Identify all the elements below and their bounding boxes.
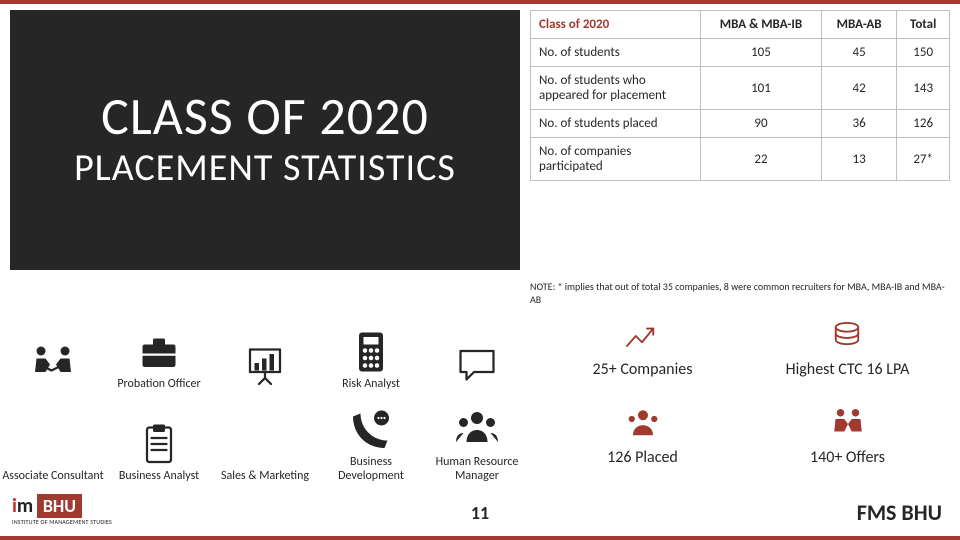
role-item: Human Resource Manager: [424, 406, 530, 484]
handshake-icon: [828, 404, 868, 444]
role-label: Human Resource Manager: [424, 456, 530, 484]
cell: 143: [897, 67, 950, 110]
metric-item: Highest CTC 16 LPA: [786, 316, 910, 379]
metric-item: 126 Placed: [607, 404, 678, 467]
col-header: MBA & MBA-IB: [701, 11, 822, 39]
speech-bubble-icon: [453, 342, 501, 390]
coins-icon: [827, 316, 867, 356]
cell: 126: [897, 110, 950, 138]
table-row: No. of students placed 90 36 126: [531, 110, 950, 138]
cell: 101: [701, 67, 822, 110]
role-item: Business Development: [318, 406, 424, 484]
metric-label: Highest CTC 16 LPA: [786, 360, 910, 379]
table-header-row: Class of 2020 MBA & MBA-IB MBA-AB Total: [531, 11, 950, 39]
metric-item: 140+ Offers: [810, 404, 885, 467]
col-header: Class of 2020: [531, 11, 701, 39]
brand-left: iimm BHU INSTITUTE OF MANAGEMENT STUDIES: [12, 494, 112, 526]
role-label: Business Analyst: [119, 470, 199, 484]
role-item: Associate Consultant: [2, 470, 103, 484]
role-label: Probation Officer: [117, 378, 200, 392]
col-header: Total: [897, 11, 950, 39]
row-label: No. of students who appeared for placeme…: [531, 67, 701, 110]
cell: 27*: [897, 138, 950, 181]
clipboard-icon: [135, 420, 183, 468]
row-label: No. of students placed: [531, 110, 701, 138]
cell: 42: [821, 67, 896, 110]
cell: 22: [701, 138, 822, 181]
slide: CLASS OF 2020 PLACEMENT STATISTICS Class…: [0, 0, 960, 540]
presentation-chart-icon: [241, 342, 289, 390]
table-row: No. of students who appeared for placeme…: [531, 67, 950, 110]
role-item: [241, 342, 289, 392]
cell: 90: [701, 110, 822, 138]
role-label: Business Development: [318, 456, 424, 484]
row-label: No. of companies participated: [531, 138, 701, 181]
role-label: Risk Analyst: [342, 378, 400, 392]
table-row: No. of students 105 45 150: [531, 39, 950, 67]
trend-up-icon: [622, 316, 662, 356]
roles-grid: Probation Officer Risk Analyst: [0, 299, 530, 484]
calculator-icon: [347, 328, 395, 376]
handshake-icon: [29, 342, 77, 390]
brand-sub: INSTITUTE OF MANAGEMENT STUDIES: [12, 518, 112, 526]
metric-item: 25+ Companies: [593, 316, 693, 379]
people-group-icon: [453, 406, 501, 454]
table-row: No. of companies participated 22 13 27*: [531, 138, 950, 181]
title-block: CLASS OF 2020 PLACEMENT STATISTICS: [10, 10, 520, 270]
metric-label: 25+ Companies: [593, 360, 693, 379]
title-main: CLASS OF 2020: [101, 89, 429, 144]
brand-bhu: BHU: [37, 494, 82, 518]
cell: 36: [821, 110, 896, 138]
role-item: [29, 342, 77, 392]
stats-table: Class of 2020 MBA & MBA-IB MBA-AB Total …: [530, 10, 950, 181]
role-item: Probation Officer: [117, 328, 200, 392]
brand-right: FMS BHU: [857, 499, 942, 526]
role-label: Associate Consultant: [2, 470, 103, 484]
table-note: NOTE: * implies that out of total 35 com…: [530, 280, 950, 306]
role-item: [453, 342, 501, 392]
page-number: 11: [0, 502, 960, 524]
metric-label: 140+ Offers: [810, 448, 885, 467]
cell: 13: [821, 138, 896, 181]
title-sub: PLACEMENT STATISTICS: [74, 145, 456, 191]
col-header: MBA-AB: [821, 11, 896, 39]
phone-chat-icon: [347, 406, 395, 454]
role-item: Risk Analyst: [342, 328, 400, 392]
row-label: No. of students: [531, 39, 701, 67]
cell: 105: [701, 39, 822, 67]
people-icon: [623, 404, 663, 444]
cell: 150: [897, 39, 950, 67]
briefcase-icon: [135, 328, 183, 376]
metrics-grid: 25+ Companies Highest CTC 16 LPA 126 Pla…: [540, 304, 950, 479]
role-label: Sales & Marketing: [221, 470, 309, 484]
cell: 45: [821, 39, 896, 67]
role-item: Business Analyst: [119, 420, 199, 484]
brand-im: iimm: [12, 494, 33, 518]
role-item: Sales & Marketing: [221, 470, 309, 484]
metric-label: 126 Placed: [607, 448, 678, 467]
